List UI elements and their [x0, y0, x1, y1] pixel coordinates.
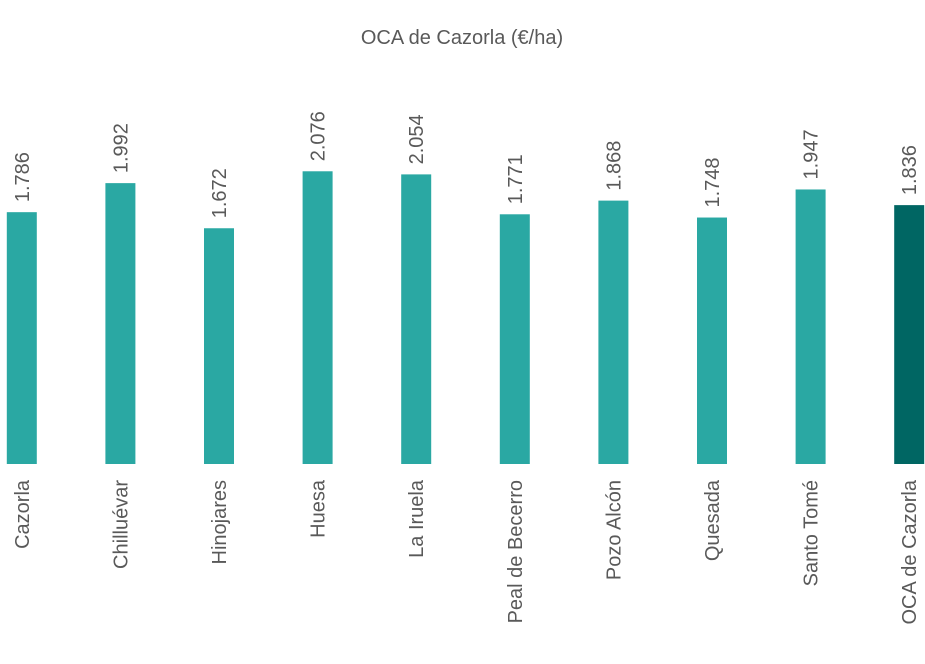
- x-tick-label: Chilluévar: [110, 480, 132, 569]
- x-tick-label: La Iruela: [406, 479, 428, 558]
- x-tick-label: Peal de Becerro: [505, 480, 527, 623]
- bar: [894, 205, 925, 464]
- value-label: 2.076: [308, 111, 330, 161]
- x-tick-label: Santo Tomé: [801, 480, 823, 586]
- bar: [499, 214, 530, 464]
- value-label: 1.868: [603, 141, 625, 191]
- value-label: 1.992: [110, 123, 132, 173]
- value-label: 1.836: [899, 145, 921, 195]
- bar: [302, 171, 333, 464]
- bar: [401, 174, 432, 465]
- chart-title: OCA de Cazorla (€/ha): [361, 27, 563, 49]
- x-tick-label: Quesada: [702, 479, 724, 561]
- bar: [204, 228, 234, 464]
- x-tick-label: Cazorla: [12, 479, 34, 549]
- bar: [697, 217, 727, 464]
- x-tick-label: Huesa: [308, 479, 330, 538]
- bar: [6, 212, 37, 464]
- value-label: 1.672: [209, 168, 231, 218]
- x-tick-label: Hinojares: [209, 480, 231, 564]
- value-label: 1.947: [801, 129, 823, 179]
- bar: [598, 200, 629, 464]
- value-label: 1.786: [12, 152, 34, 202]
- x-tick-label: Pozo Alcón: [603, 480, 625, 580]
- value-label: 1.771: [505, 154, 527, 204]
- value-label: 1.748: [702, 157, 724, 207]
- bar: [105, 183, 136, 465]
- value-label: 2.054: [406, 114, 428, 164]
- x-tick-label: OCA de Cazorla: [899, 479, 921, 624]
- bar: [795, 189, 826, 464]
